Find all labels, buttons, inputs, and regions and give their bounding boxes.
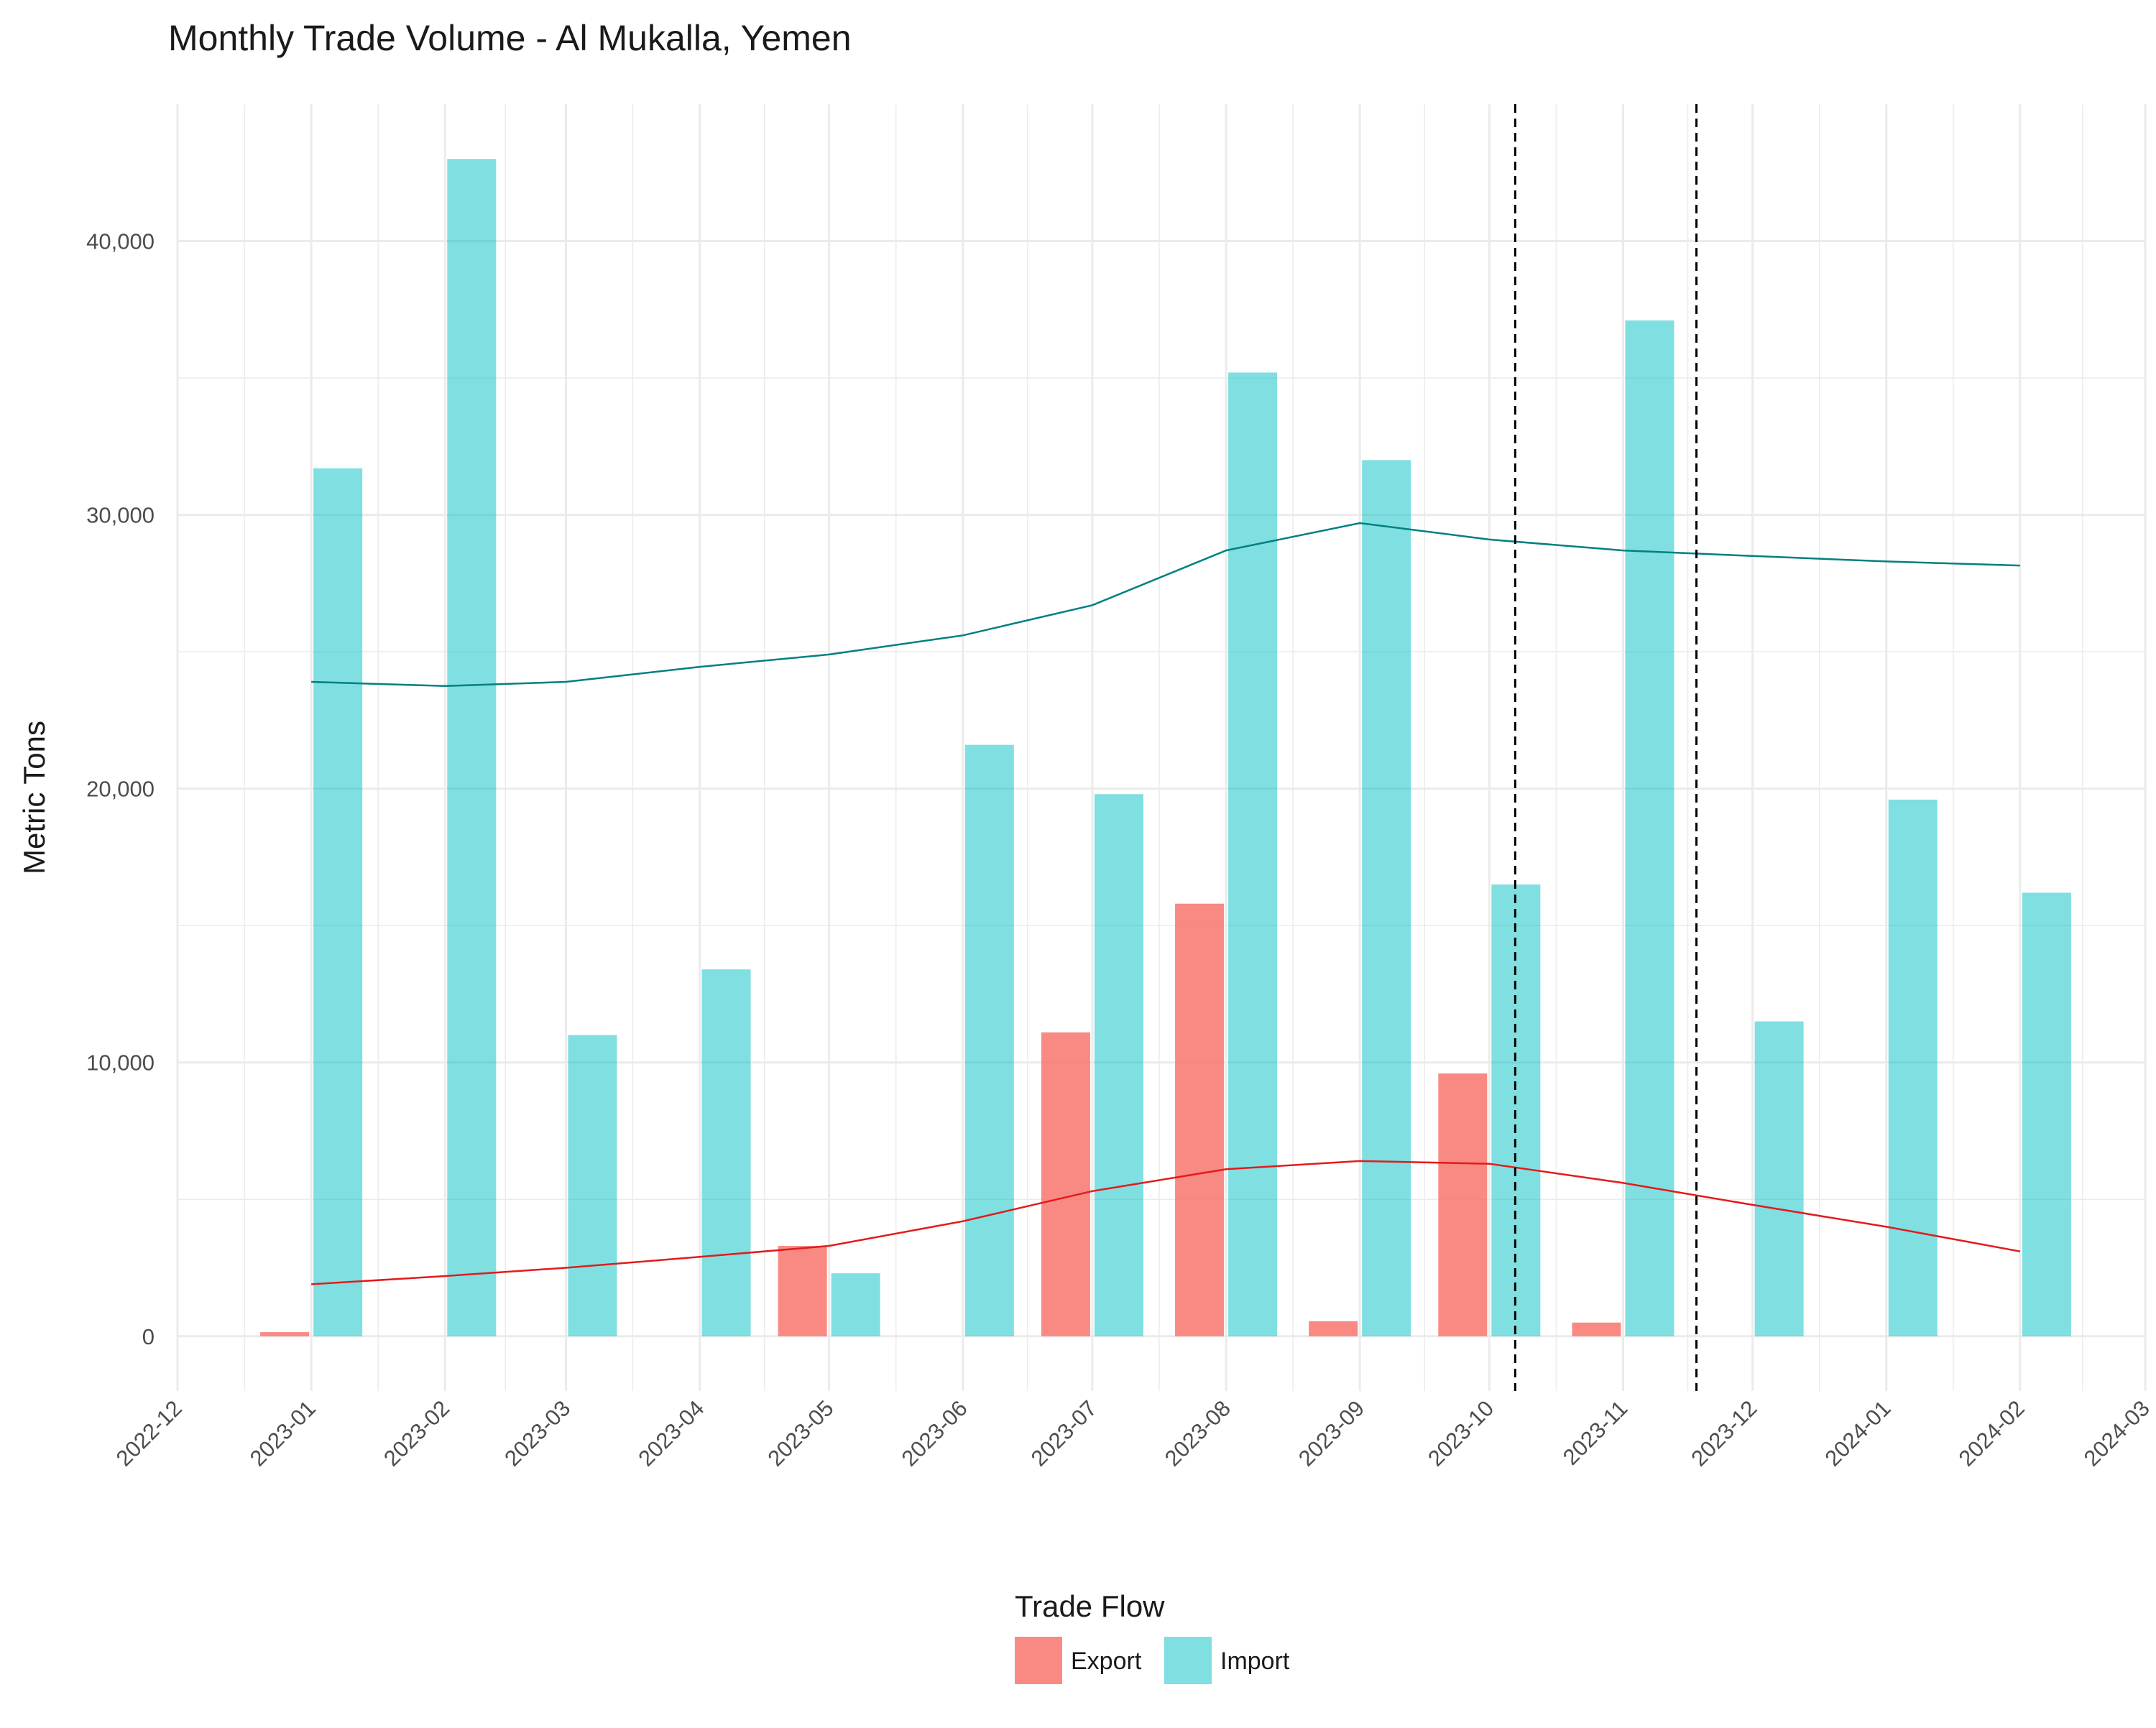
bar-export [260, 1332, 310, 1336]
chart-title: Monthly Trade Volume - Al Mukalla, Yemen [168, 18, 852, 58]
legend: Trade Flow Export Import [1015, 1589, 1290, 1684]
bar-export [1572, 1322, 1621, 1336]
y-tick-label: 20,000 [86, 777, 155, 802]
bar-import [1362, 460, 1411, 1336]
y-tick-labels: 0 10,000 20,000 30,000 40,000 [86, 229, 155, 1349]
bar-import [701, 969, 751, 1336]
y-tick-label: 30,000 [86, 503, 155, 528]
bar-import [1625, 320, 1674, 1336]
bar-export [1041, 1032, 1090, 1336]
legend-swatch-export [1015, 1637, 1062, 1684]
bar-export [1309, 1321, 1358, 1336]
trend-line-export [311, 1160, 2021, 1285]
bar-import [568, 1035, 617, 1336]
y-tick-label: 10,000 [86, 1050, 155, 1076]
legend-label-export: Export [1071, 1648, 1142, 1675]
legend-swatch-import [1164, 1637, 1212, 1684]
bar-import [1094, 794, 1143, 1336]
bar-import [1888, 799, 1938, 1336]
trend-lines-layer [311, 522, 2021, 1285]
bar-import [964, 744, 1014, 1336]
bar-export [778, 1246, 827, 1336]
trend-line-import [311, 522, 2020, 688]
y-tick-label: 0 [142, 1324, 155, 1349]
legend-title: Trade Flow [1015, 1589, 1165, 1623]
bar-export [1175, 903, 1225, 1336]
legend-label-import: Import [1220, 1648, 1290, 1675]
bar-export [1438, 1073, 1488, 1336]
bar-import [1754, 1021, 1804, 1336]
bar-import [831, 1273, 880, 1336]
bar-import [447, 159, 497, 1336]
y-axis-label: Metric Tons [17, 721, 51, 874]
bar-import [1228, 372, 1278, 1336]
bar-import [313, 468, 363, 1336]
bar-import [2022, 892, 2071, 1336]
y-tick-label: 40,000 [86, 229, 155, 254]
grid-layer [176, 104, 2147, 1391]
